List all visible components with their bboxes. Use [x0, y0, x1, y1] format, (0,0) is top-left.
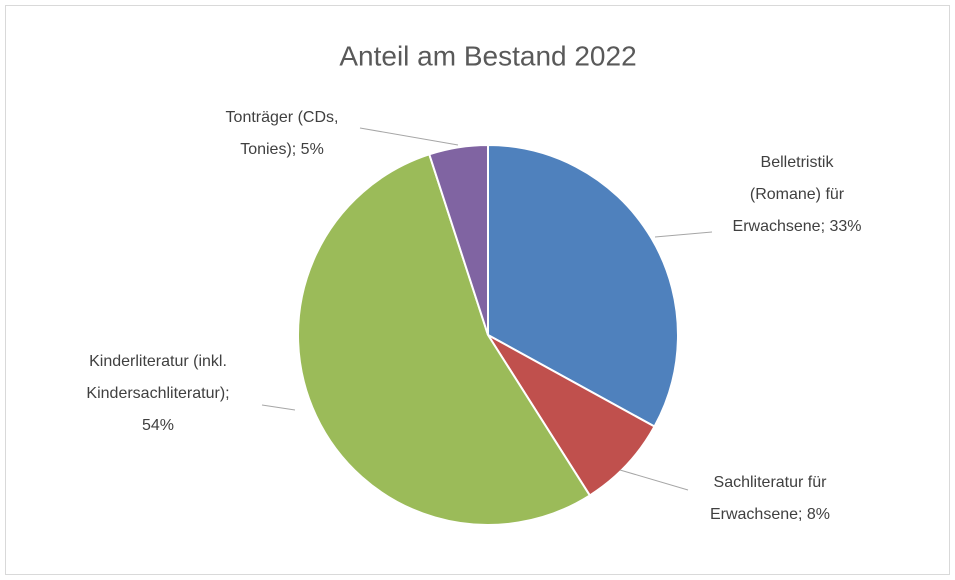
pie-slice [487, 143, 679, 428]
leader-line [261, 404, 296, 411]
chart-title: Anteil am Bestand 2022 [339, 40, 636, 71]
data-label: Tonträger (CDs, Tonies); 5% [225, 109, 339, 158]
leader-line [654, 231, 713, 238]
pie-slice [487, 334, 656, 497]
data-label: Belletristik (Romane) für Erwachsene; 33… [732, 154, 862, 235]
pie-slice [297, 153, 592, 526]
data-label: Sachliteratur für Erwachsene; 8% [709, 474, 831, 523]
pie-slice [428, 143, 489, 336]
data-label: Kinderliteratur (inkl. Kindersachliterat… [86, 353, 230, 434]
leader-line [359, 127, 459, 146]
leader-line [619, 469, 689, 491]
